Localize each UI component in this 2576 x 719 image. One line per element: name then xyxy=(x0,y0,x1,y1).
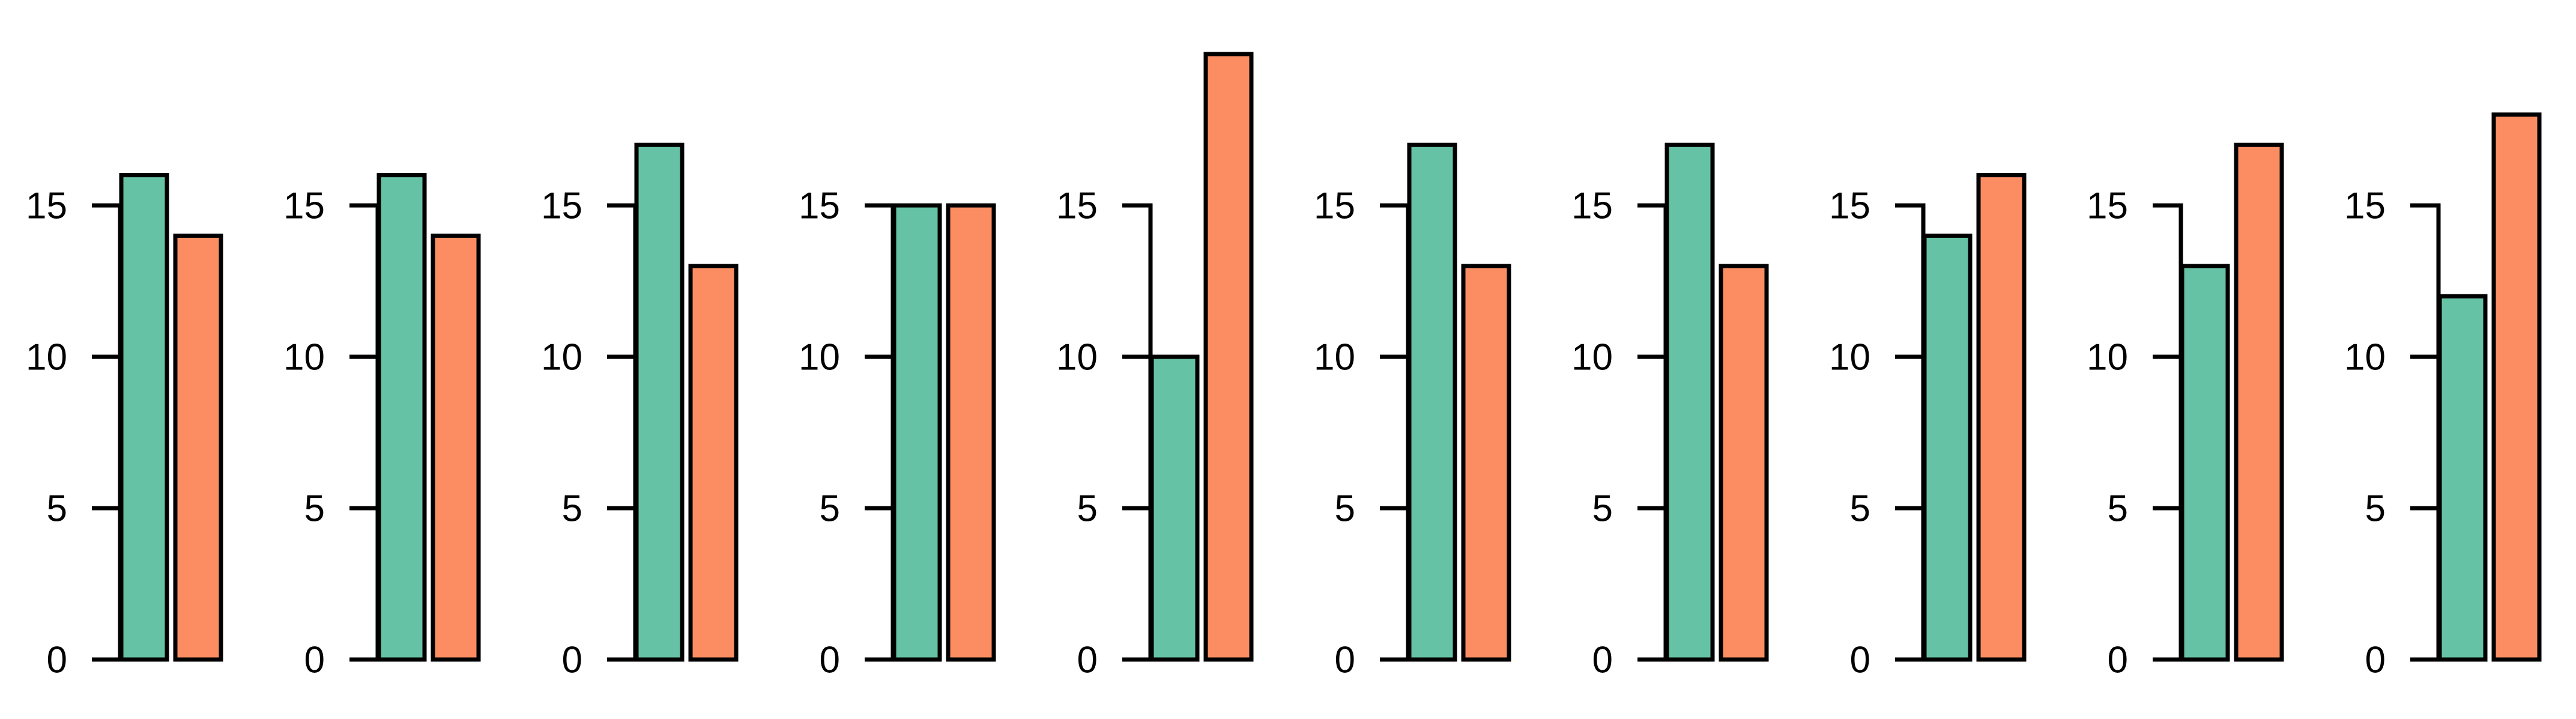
y-tick-label: 15 xyxy=(799,186,840,227)
bar-chart-panel: 0 5 10 15 xyxy=(1314,142,1511,681)
y-tick-label: 10 xyxy=(541,337,582,378)
y-tick-label: 5 xyxy=(2365,488,2386,530)
y-tick-label: 0 xyxy=(47,640,67,681)
bar-series-green xyxy=(1664,142,1715,662)
y-tick-label: 5 xyxy=(2108,488,2128,530)
bar-chart-panel: 0 5 10 15 xyxy=(283,173,481,681)
y-tick-label: 5 xyxy=(304,488,325,530)
y-tick-label: 5 xyxy=(820,488,840,530)
bar-series-orange xyxy=(1976,173,2027,662)
y-tick-label: 5 xyxy=(47,488,67,530)
y-tick-label: 10 xyxy=(799,337,840,378)
y-tick-label: 15 xyxy=(1056,186,1098,227)
y-tick-label: 0 xyxy=(2365,640,2386,681)
bar-series-green xyxy=(2437,294,2488,662)
bar-series-orange xyxy=(431,233,481,662)
bar-series-green xyxy=(1922,233,1973,662)
y-tick-label: 0 xyxy=(1592,640,1613,681)
bar-series-green xyxy=(892,203,942,662)
bar-series-orange xyxy=(1203,52,1254,662)
y-tick-label: 5 xyxy=(1077,488,1098,530)
bar-chart-panel: 0 5 10 15 xyxy=(2344,112,2542,681)
bar-series-green xyxy=(1407,142,1457,662)
y-tick-label: 5 xyxy=(1335,488,1355,530)
y-tick-label: 15 xyxy=(541,186,582,227)
y-tick-label: 15 xyxy=(2087,186,2128,227)
bar-chart-panel: 0 5 10 15 xyxy=(1571,142,1769,681)
bar-chart-panel: 0 5 10 15 xyxy=(2087,142,2284,681)
bar-series-orange xyxy=(2234,142,2284,662)
y-tick-label: 0 xyxy=(1335,640,1355,681)
y-tick-label: 15 xyxy=(1829,186,1870,227)
bar-chart-panel: 0 5 10 15 xyxy=(541,142,739,681)
y-tick-label: 15 xyxy=(1571,186,1613,227)
y-tick-label: 10 xyxy=(1571,337,1613,378)
bar-chart-panel: 0 5 10 15 xyxy=(799,186,996,681)
bar-chart-panel: 0 5 10 15 xyxy=(1056,52,1254,681)
y-tick-label: 10 xyxy=(2087,337,2128,378)
y-tick-label: 0 xyxy=(1850,640,1870,681)
y-tick-label: 0 xyxy=(304,640,325,681)
y-tick-label: 0 xyxy=(2108,640,2128,681)
y-tick-label: 10 xyxy=(26,337,67,378)
y-tick-label: 10 xyxy=(1314,337,1355,378)
bar-series-green xyxy=(376,173,427,662)
y-tick-label: 0 xyxy=(562,640,582,681)
y-tick-label: 5 xyxy=(1850,488,1870,530)
y-tick-label: 5 xyxy=(1592,488,1613,530)
y-tick-label: 10 xyxy=(1056,337,1098,378)
bar-series-orange xyxy=(173,233,223,662)
y-tick-label: 10 xyxy=(1829,337,1870,378)
bar-series-orange xyxy=(946,203,996,662)
y-tick-label: 15 xyxy=(1314,186,1355,227)
bar-series-green xyxy=(1149,354,1200,662)
y-tick-label: 0 xyxy=(820,640,840,681)
bar-chart-panel: 0 5 10 15 xyxy=(1829,173,2027,681)
y-tick-label: 10 xyxy=(283,337,325,378)
bar-series-green xyxy=(634,142,685,662)
y-tick-label: 15 xyxy=(283,186,325,227)
y-tick-label: 10 xyxy=(2344,337,2386,378)
bar-series-orange xyxy=(1719,264,1769,662)
bar-series-green xyxy=(119,173,169,662)
y-tick-label: 15 xyxy=(2344,186,2386,227)
bar-chart-panel: 0 5 10 15 xyxy=(26,173,223,681)
y-tick-label: 15 xyxy=(26,186,67,227)
bar-series-orange xyxy=(688,264,739,662)
bar-series-orange xyxy=(2491,112,2542,662)
bar-series-green xyxy=(2180,264,2230,662)
y-tick-label: 0 xyxy=(1077,640,1098,681)
bar-series-orange xyxy=(1461,264,1511,662)
y-tick-label: 5 xyxy=(562,488,582,530)
